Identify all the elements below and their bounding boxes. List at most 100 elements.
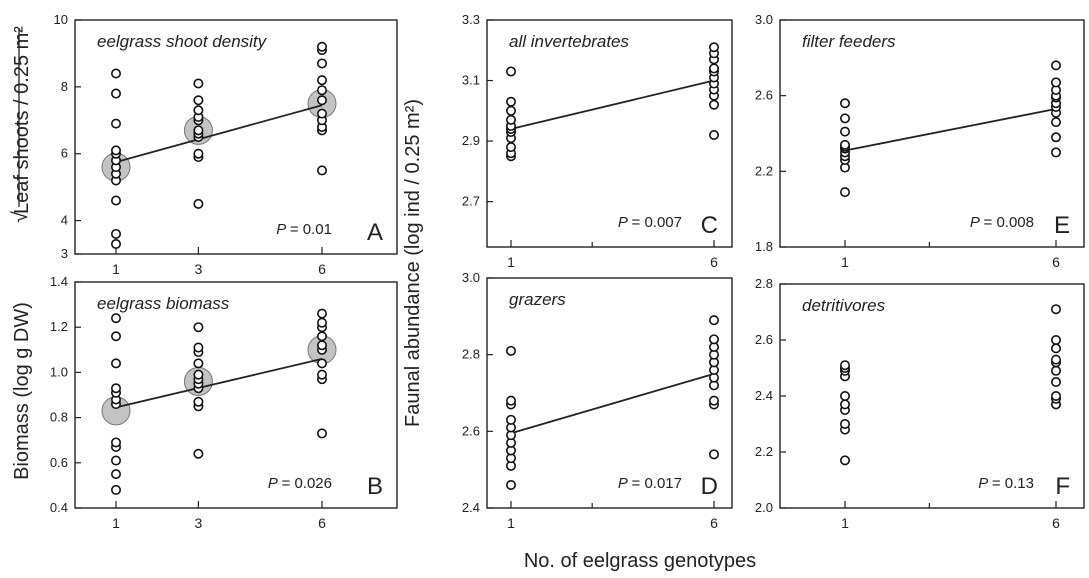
data-point xyxy=(316,428,327,439)
data-point xyxy=(708,449,719,460)
x-tick-label: 6 xyxy=(710,515,718,531)
p-symbol: P xyxy=(978,475,992,492)
data-point xyxy=(708,395,719,406)
y-tick-label: 0.8 xyxy=(50,410,68,425)
x-tick-label: 1 xyxy=(112,515,120,531)
x-tick-label: 6 xyxy=(1052,254,1060,270)
data-point xyxy=(839,455,850,466)
panel-frame xyxy=(74,281,398,509)
y-tick-label: 1.0 xyxy=(50,364,68,379)
panel-letter: B xyxy=(367,473,383,500)
y-tick-label: 1.8 xyxy=(755,239,773,254)
data-point xyxy=(708,99,719,110)
data-point xyxy=(111,228,122,239)
fit-line xyxy=(115,357,323,409)
data-point xyxy=(316,75,327,86)
data-point xyxy=(708,42,719,53)
data-point xyxy=(111,383,122,394)
left-ylabel-bottom: Biomass (log g DW) xyxy=(11,302,33,480)
data-point xyxy=(839,399,850,410)
y-tick-label: 4 xyxy=(61,213,68,228)
y-tick-label: 3.0 xyxy=(755,12,773,27)
x-tick-label: 3 xyxy=(195,515,203,531)
fit-line xyxy=(844,108,1057,152)
panel-frame xyxy=(486,277,733,509)
y-tick-label: 2.2 xyxy=(755,163,773,178)
p-symbol: P xyxy=(268,475,282,492)
x-tick-label: 1 xyxy=(841,515,849,531)
data-point xyxy=(316,317,327,328)
data-point xyxy=(193,369,204,380)
panel-b: 0.4 0.6 0.8 1.0 1.2 1.4 1 3 6 eelgrass biomass P =… xyxy=(50,274,398,531)
p-number: = 0.13 xyxy=(992,475,1034,492)
p-number: = 0.017 xyxy=(632,475,682,492)
data-point xyxy=(1051,343,1062,354)
panel-frame xyxy=(74,19,398,255)
y-tick-label: 2.0 xyxy=(755,500,773,515)
data-point xyxy=(1051,304,1062,315)
data-point xyxy=(316,85,327,96)
panel-title: eelgrass shoot density xyxy=(97,32,268,51)
data-point xyxy=(316,95,327,106)
p-value: P = 0.026 xyxy=(268,475,332,492)
x-tick-label: 6 xyxy=(1052,515,1060,531)
y-tick-label: 2.6 xyxy=(755,332,773,347)
y-tick-label: 10 xyxy=(54,12,68,27)
x-tick-label: 1 xyxy=(112,261,120,277)
data-point xyxy=(111,484,122,495)
right-ylabel: Faunal abundance (log ind / 0.25 m²) xyxy=(402,99,424,427)
data-point xyxy=(1051,365,1062,376)
data-point xyxy=(316,108,327,119)
data-point xyxy=(111,88,122,99)
data-point xyxy=(316,58,327,69)
x-tick-label: 6 xyxy=(318,261,326,277)
data-point xyxy=(1051,376,1062,387)
data-point xyxy=(1051,132,1062,143)
data-point xyxy=(708,130,719,141)
data-point xyxy=(193,448,204,459)
y-tick-label: 8 xyxy=(61,79,68,94)
data-point xyxy=(193,105,204,116)
data-point xyxy=(708,315,719,326)
x-tick-label: 1 xyxy=(507,254,515,270)
p-value: P = 0.01 xyxy=(276,221,332,238)
fit-line xyxy=(510,79,715,130)
y-tick-label: 2.6 xyxy=(755,88,773,103)
data-point xyxy=(505,395,516,406)
data-point xyxy=(111,331,122,342)
data-point xyxy=(193,342,204,353)
y-tick-label: 0.6 xyxy=(50,455,68,470)
y-tick-label: 2.4 xyxy=(462,500,480,515)
y-tick-label: 2.8 xyxy=(755,276,773,291)
data-point xyxy=(193,95,204,106)
data-point xyxy=(505,66,516,77)
panel-title: detritivores xyxy=(802,296,886,315)
data-point xyxy=(193,396,204,407)
y-tick-label: 3.1 xyxy=(462,73,480,88)
p-symbol: P xyxy=(970,214,984,231)
panel-d: 2.4 2.6 2.8 3.0 1 6 grazers P = 0.017 D xyxy=(462,270,733,531)
x-axis-label: No. of eelgrass genotypes xyxy=(524,550,756,572)
data-point xyxy=(708,334,719,345)
y-tick-label: 1.4 xyxy=(50,274,68,289)
y-tick-label: 0.4 xyxy=(50,500,68,515)
y-tick-label: 1.2 xyxy=(50,319,68,334)
data-point xyxy=(316,308,327,319)
data-point xyxy=(1051,147,1062,158)
y-tick-label: 2.6 xyxy=(462,423,480,438)
p-number: = 0.007 xyxy=(632,214,682,231)
y-tick-label: 2.2 xyxy=(755,444,773,459)
data-point xyxy=(505,414,516,425)
data-point xyxy=(839,360,850,371)
data-point xyxy=(193,358,204,369)
data-point xyxy=(316,165,327,176)
x-tick-label: 1 xyxy=(507,515,515,531)
p-value: P = 0.017 xyxy=(618,475,682,492)
data-point xyxy=(316,331,327,342)
data-point xyxy=(839,139,850,150)
data-point xyxy=(193,322,204,333)
panel-frame xyxy=(486,19,733,248)
data-point xyxy=(316,41,327,52)
panel-letter: D xyxy=(701,473,718,500)
p-number: = 0.008 xyxy=(984,214,1034,231)
